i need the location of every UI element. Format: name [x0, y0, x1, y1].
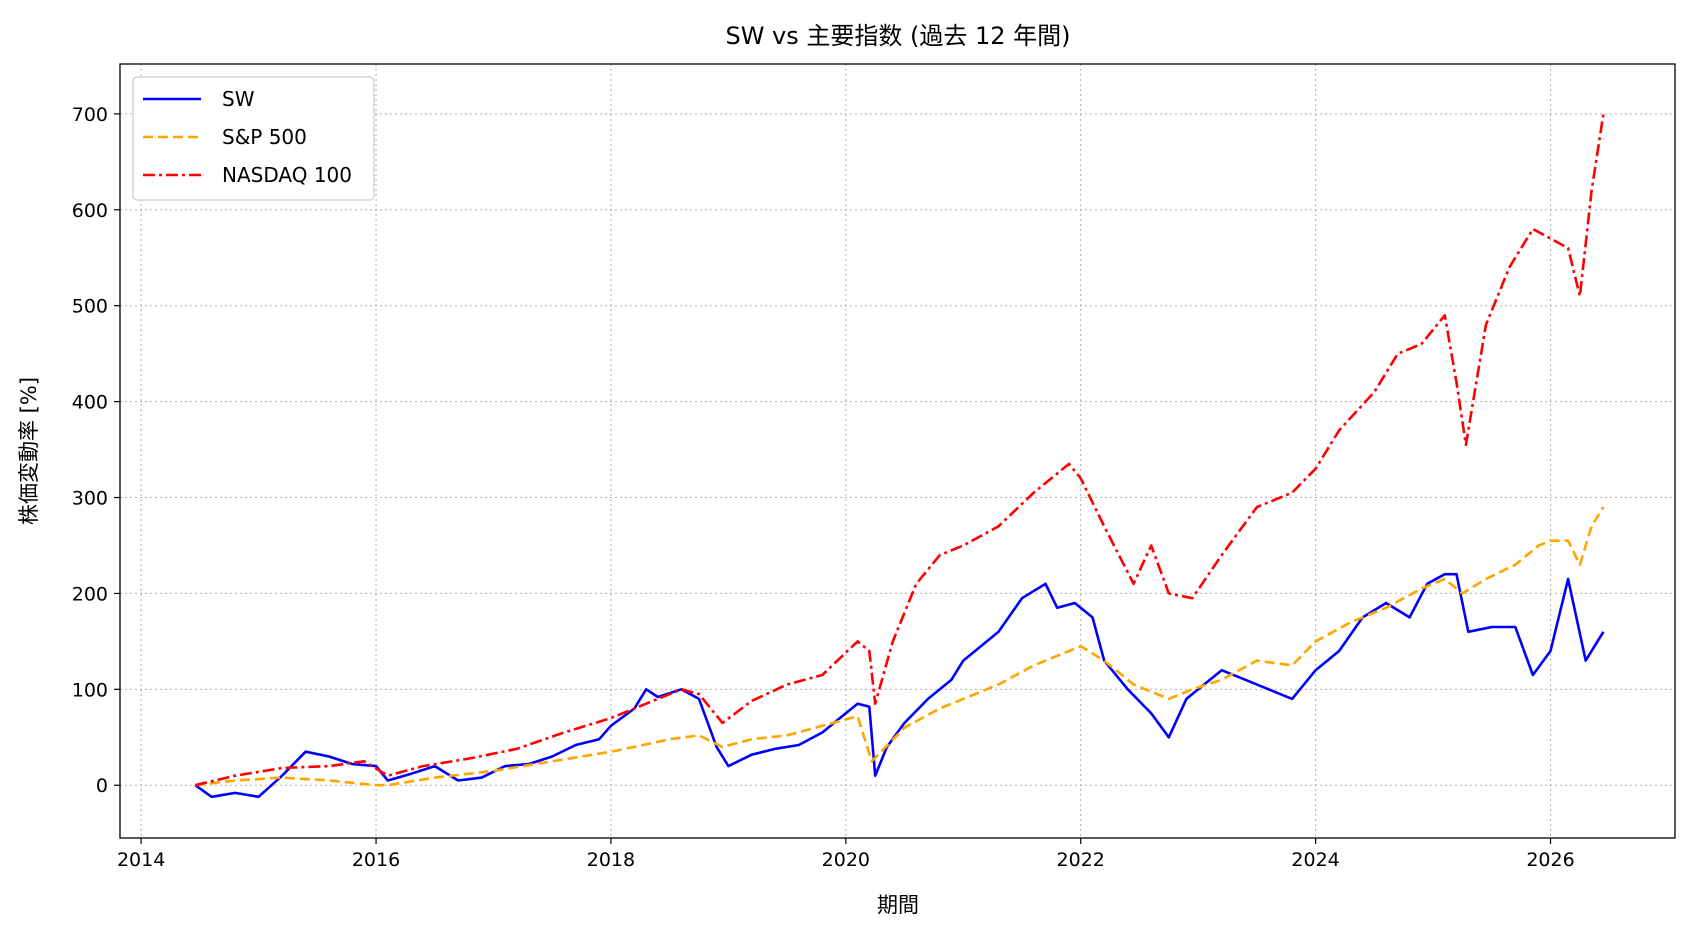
y-tick-label: 700 [72, 104, 108, 126]
legend-item-sp500: S&P 500 [143, 125, 307, 149]
legend-box [132, 76, 375, 201]
y-tick-label: 500 [72, 296, 108, 318]
y-tick-label: 0 [96, 775, 108, 797]
y-tick-label: 100 [72, 679, 108, 701]
x-axis: 2014 2016 2018 2020 2022 2024 2026 [117, 838, 1575, 871]
x-tick-label: 2022 [1057, 849, 1105, 871]
legend-item-sw: SW [143, 87, 255, 111]
legend-label-sw: SW [222, 87, 255, 111]
series-line-sp500 [195, 506, 1605, 787]
y-tick-label: 400 [72, 392, 108, 414]
y-axis-title: 株価変動率 [%] [17, 377, 41, 525]
plot-frame [119, 63, 1676, 839]
x-axis-title: 期間 [877, 893, 919, 917]
legend: SW S&P 500 NASDAQ 100 [132, 76, 375, 201]
grid-lines [120, 64, 1675, 838]
x-tick-label: 2014 [117, 849, 165, 871]
series-layer [194, 113, 1605, 799]
x-tick-label: 2026 [1526, 849, 1574, 871]
y-axis: 0 100 200 300 400 500 600 700 [72, 104, 120, 797]
chart-title: SW vs 主要指数 (過去 12 年間) [725, 22, 1070, 50]
x-tick-label: 2024 [1291, 849, 1339, 871]
series-line-sw [194, 572, 1605, 799]
x-tick-label: 2018 [587, 849, 635, 871]
series-line-nasdaq100 [194, 113, 1605, 787]
y-tick-label: 300 [72, 488, 108, 510]
legend-item-nasdaq100: NASDAQ 100 [143, 163, 352, 187]
x-tick-label: 2016 [352, 849, 400, 871]
y-tick-label: 200 [72, 583, 108, 605]
x-tick-label: 2020 [822, 849, 870, 871]
legend-label-nasdaq100: NASDAQ 100 [222, 163, 352, 187]
legend-label-sp500: S&P 500 [222, 125, 307, 149]
y-tick-label: 600 [72, 200, 108, 222]
